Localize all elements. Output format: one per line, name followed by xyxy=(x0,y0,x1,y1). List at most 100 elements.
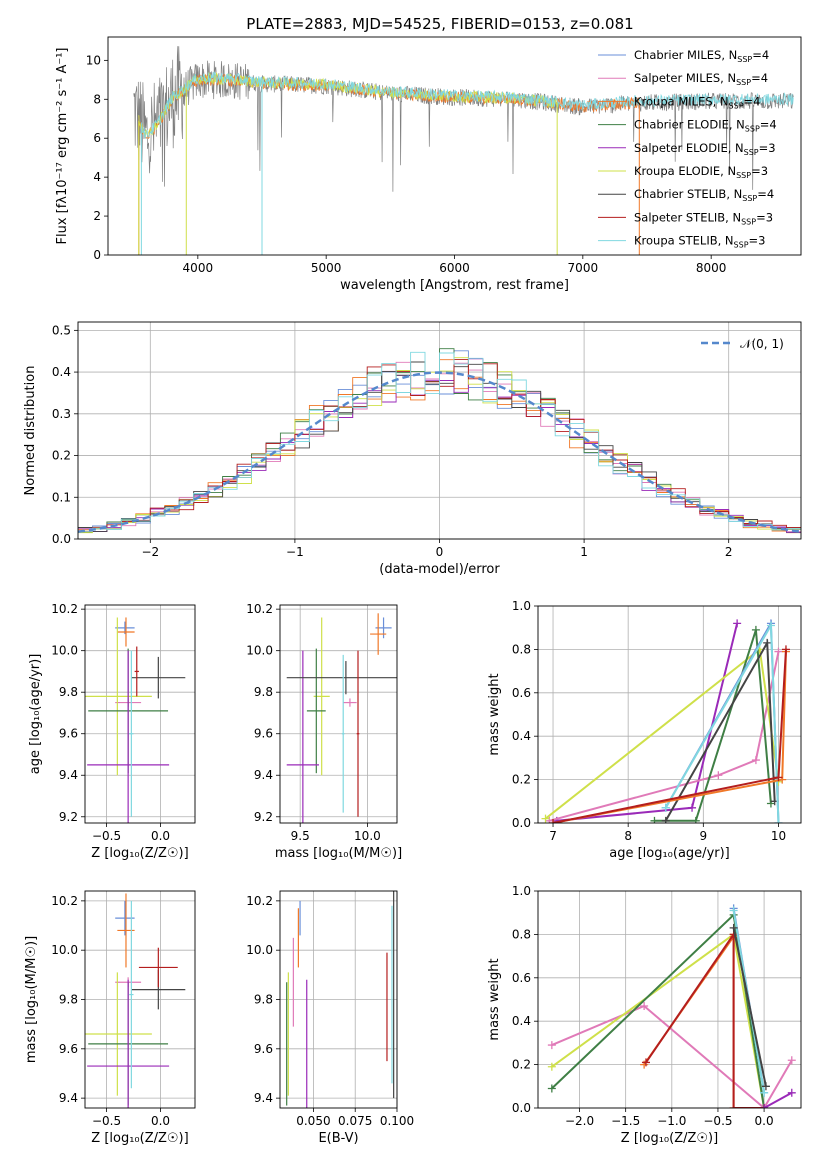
y-tick-label: 9.2 xyxy=(254,810,273,824)
x-tick-label: 0.100 xyxy=(380,1114,414,1128)
y-tick-label: 0.0 xyxy=(512,1101,531,1115)
legend-label: Salpeter ELODIE, NSSP=3 xyxy=(634,141,776,157)
weight-marker-cyan xyxy=(661,803,670,812)
weight-marker-green xyxy=(691,816,700,823)
legend-label: Chabrier ELODIE, NSSP=4 xyxy=(634,118,777,134)
weight-marker-purple xyxy=(733,619,742,628)
weight-line-green xyxy=(654,629,772,822)
x-axis-label: mass [log₁₀(M/M☉)] xyxy=(275,846,402,861)
y-tick-label: 4 xyxy=(93,170,101,184)
axes-frame xyxy=(279,890,398,1109)
panel-residual-histogram: −2 −1 0 1 2 0.0 0.1 0.2 0.3 0.4 0.5 (data-model)/er… xyxy=(23,321,802,577)
y-tick-label: 10.0 xyxy=(51,943,78,957)
x-tick-label: −0.5 xyxy=(92,829,121,843)
y-tick-label: 9.4 xyxy=(254,768,273,782)
weight-marker-pink xyxy=(547,1041,556,1050)
y-tick-label: 6 xyxy=(93,131,101,145)
y-axis-label: mass weight xyxy=(487,958,502,1040)
y-tick-label: 0.4 xyxy=(512,1014,531,1028)
y-tick-label: 10 xyxy=(86,53,101,67)
y-axis-label: mass weight xyxy=(487,673,502,755)
y-tick-label: 8 xyxy=(93,92,101,106)
y-tick-label: 0.8 xyxy=(512,642,531,656)
x-axis-label: wavelength [Angstrom, rest frame] xyxy=(340,278,569,293)
weight-marker-yellowgreen xyxy=(547,1062,556,1071)
weight-marker-cyan xyxy=(729,906,738,915)
legend-label: Chabrier STELIB, NSSP=4 xyxy=(634,187,774,203)
plot-area xyxy=(547,904,796,1108)
weight-line-darkgray xyxy=(732,927,767,1087)
x-tick-label: 4000 xyxy=(183,261,214,275)
x-tick-label: 2 xyxy=(725,545,733,559)
weight-marker-red xyxy=(641,1058,650,1067)
weight-marker-green xyxy=(751,625,760,634)
panel-massweight-vs-age: 7 8 9 10 0.0 0.2 0.4 0.6 0.8 1.0 age [log₁₀(age/yr… xyxy=(487,599,802,861)
y-tick-label: 2 xyxy=(93,209,101,223)
x-tick-label: 7000 xyxy=(568,261,599,275)
y-tick-label: 0.8 xyxy=(512,927,531,941)
x-tick-label: 9.5 xyxy=(291,829,310,843)
grid xyxy=(280,605,397,823)
x-tick-label: 0.050 xyxy=(296,1114,330,1128)
grid xyxy=(85,605,195,823)
legend-label: Salpeter STELIB, NSSP=3 xyxy=(634,210,773,226)
weight-marker-red xyxy=(549,819,558,823)
x-tick-label: 0.0 xyxy=(151,1114,170,1128)
x-tick-label: 7 xyxy=(549,829,557,843)
y-tick-label: 0.2 xyxy=(512,1058,531,1072)
weight-marker-purple xyxy=(688,803,697,812)
x-axis-label: age [log₁₀(age/yr)] xyxy=(609,846,730,861)
y-tick-label: 1.0 xyxy=(512,884,531,898)
y-tick-label: 0.3 xyxy=(52,407,71,421)
x-tick-label: 8 xyxy=(624,829,632,843)
y-axis-label: mass [log₁₀(M/M☉)] xyxy=(24,936,39,1063)
y-tick-label: 10.0 xyxy=(246,943,273,957)
weight-marker-darkgray xyxy=(761,1082,770,1091)
weight-marker-darkgray xyxy=(661,816,670,823)
weight-marker-purple xyxy=(787,1088,796,1097)
weight-marker-pink xyxy=(751,756,760,765)
y-tick-label: 0.6 xyxy=(512,971,531,985)
x-tick-label: 0.0 xyxy=(755,1114,774,1128)
x-tick-label: 0.075 xyxy=(338,1114,372,1128)
y-tick-label: 9.6 xyxy=(59,727,78,741)
panel-age-vs-Z: −0.5 0.0 9.2 9.4 9.6 9.8 10.0 10.2 Z [log₁₀(Z/Z☉… xyxy=(28,602,196,861)
weight-line-red xyxy=(645,931,765,1108)
legend: Chabrier MILES, NSSP=4 Salpeter MILES, NS… xyxy=(598,48,777,250)
weight-marker-purple xyxy=(760,1104,769,1108)
y-tick-label: 0.0 xyxy=(52,532,71,546)
y-tick-label: 0.2 xyxy=(512,773,531,787)
legend-label: 𝒩(0, 1) xyxy=(740,337,784,351)
y-tick-label: 0.4 xyxy=(512,729,531,743)
plot-area xyxy=(541,619,790,823)
x-tick-label: 5000 xyxy=(311,261,342,275)
axes-frame xyxy=(107,36,802,256)
weight-line-pink xyxy=(551,1004,793,1108)
weight-marker-darkgray xyxy=(763,638,772,647)
weight-marker-green xyxy=(547,1084,556,1093)
plot-area xyxy=(286,891,395,1108)
y-tick-label: 9.8 xyxy=(59,685,78,699)
weight-marker-cyan xyxy=(760,1088,769,1097)
x-tick-label: 0.0 xyxy=(151,829,170,843)
x-tick-label: −2 xyxy=(141,545,159,559)
weight-marker-green xyxy=(650,816,659,823)
weight-marker-red xyxy=(781,645,790,654)
grid xyxy=(85,891,195,1108)
y-tick-label: 10.2 xyxy=(51,894,78,908)
y-axis-label: Flux [fλ10⁻¹⁷ erg cm⁻² s⁻¹ A⁻¹] xyxy=(55,48,70,245)
y-tick-label: 9.6 xyxy=(254,727,273,741)
y-axis-label: Normed distribution xyxy=(23,366,38,496)
y-tick-label: 0.6 xyxy=(512,686,531,700)
y-tick-label: 9.8 xyxy=(59,993,78,1007)
x-tick-label: −1.5 xyxy=(611,1114,640,1128)
plot-area xyxy=(78,348,801,534)
weight-marker-yellowgreen xyxy=(541,814,550,823)
x-tick-label: −1.0 xyxy=(657,1114,686,1128)
y-tick-label: 9.8 xyxy=(254,685,273,699)
weight-marker-pink xyxy=(714,771,723,780)
y-tick-label: 9.8 xyxy=(254,993,273,1007)
y-tick-label: 9.2 xyxy=(59,810,78,824)
y-tick-label: 10.2 xyxy=(246,894,273,908)
